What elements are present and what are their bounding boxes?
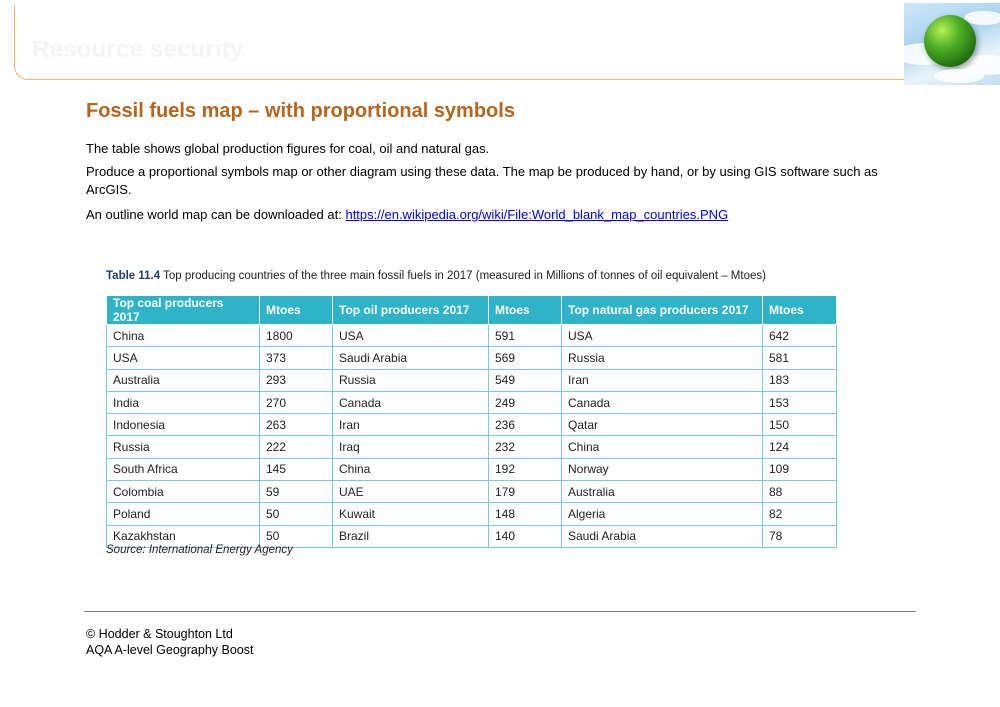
table-cell: Iran bbox=[332, 413, 489, 437]
table-cell: Saudi Arabia bbox=[332, 346, 489, 370]
table-row: Russia 222 Iraq 232 China 124 bbox=[106, 435, 837, 459]
table-row: USA 373 Saudi Arabia 569 Russia 581 bbox=[106, 346, 837, 370]
table-cell: Kuwait bbox=[332, 502, 489, 526]
table-row: India 270 Canada 249 Canada 153 bbox=[106, 390, 837, 415]
table-cell: 78 bbox=[762, 524, 837, 548]
table-cell: 148 bbox=[488, 502, 562, 526]
table-cell: 1800 bbox=[259, 323, 333, 348]
table-cell: 549 bbox=[488, 368, 562, 392]
table-cell: 192 bbox=[488, 457, 562, 482]
table-caption-label: Table 11.4 bbox=[106, 270, 161, 282]
table-cell: China bbox=[332, 457, 489, 482]
table-cell: 236 bbox=[488, 413, 562, 437]
header-oil-mtoes: Mtoes bbox=[488, 295, 562, 325]
table-cell: 59 bbox=[259, 480, 333, 504]
table-cell: Iraq bbox=[332, 435, 489, 459]
table-cell: Australia bbox=[106, 368, 260, 392]
table-cell: Norway bbox=[561, 457, 763, 482]
table-cell: Brazil bbox=[332, 524, 489, 548]
table-cell: Russia bbox=[561, 346, 763, 370]
world-map-link[interactable]: https://en.wikipedia.org/wiki/File:World… bbox=[345, 207, 729, 222]
table-cell: Algeria bbox=[561, 502, 763, 526]
table-cell: Australia bbox=[561, 480, 763, 504]
table-cell: 581 bbox=[762, 346, 837, 370]
table-cell: 50 bbox=[259, 502, 333, 526]
table-cell: UAE bbox=[332, 480, 489, 504]
header-oil-producers: Top oil producers 2017 bbox=[332, 295, 489, 325]
table-cell: China bbox=[561, 435, 763, 459]
table-cell: USA bbox=[561, 323, 763, 348]
table-cell: 82 bbox=[762, 502, 837, 526]
table-cell: Qatar bbox=[561, 413, 763, 437]
header-coal-producers: Top coal producers 2017 bbox=[106, 295, 260, 325]
header-gas-mtoes: Mtoes bbox=[762, 295, 837, 325]
table-source: Source: International Energy Agency bbox=[106, 544, 293, 556]
table-cell: 591 bbox=[488, 323, 562, 348]
footer-divider bbox=[84, 611, 916, 612]
table-row: South Africa 145 China 192 Norway 109 bbox=[106, 457, 837, 482]
table-cell: USA bbox=[332, 323, 489, 348]
table-row: China 1800 USA 591 USA 642 bbox=[106, 323, 837, 348]
header-frame bbox=[14, 5, 914, 80]
table-cell: 183 bbox=[762, 368, 837, 392]
footer-copyright: © Hodder & Stoughton Ltd bbox=[86, 627, 233, 641]
table-row: Colombia 59 UAE 179 Australia 88 bbox=[106, 480, 837, 504]
fossil-fuel-table: Top coal producers 2017 Mtoes Top oil pr… bbox=[106, 295, 837, 548]
table-cell: 153 bbox=[762, 390, 837, 415]
table-row: Kazakhstan 50 Brazil 140 Saudi Arabia 78 bbox=[106, 524, 837, 548]
table-caption: Table 11.4 Top producing countries of th… bbox=[106, 270, 766, 282]
table-cell: Iran bbox=[561, 368, 763, 392]
table-cell: 145 bbox=[259, 457, 333, 482]
header-gas-producers: Top natural gas producers 2017 bbox=[561, 295, 763, 325]
table-cell: 109 bbox=[762, 457, 837, 482]
table-cell: 270 bbox=[259, 390, 333, 415]
table-cell: Canada bbox=[561, 390, 763, 415]
table-cell: Russia bbox=[332, 368, 489, 392]
table-cell: USA bbox=[106, 346, 260, 370]
table-body: China 1800 USA 591 USA 642 USA 373 Saudi Arabia 5… bbox=[106, 323, 837, 548]
table-cell: 569 bbox=[488, 346, 562, 370]
table-cell: 150 bbox=[762, 413, 837, 437]
table-cell: Kazakhstan bbox=[106, 524, 260, 548]
section-title: Fossil fuels map – with proportional sym… bbox=[86, 100, 515, 122]
instructions-paragraph: Produce a proportional symbols map or ot… bbox=[86, 164, 878, 197]
table-cell: Saudi Arabia bbox=[561, 524, 763, 548]
table-cell: Colombia bbox=[106, 480, 260, 504]
table-cell: 232 bbox=[488, 435, 562, 459]
table-header-row: Top coal producers 2017 Mtoes Top oil pr… bbox=[106, 295, 837, 325]
table-caption-text: Top producing countries of the three mai… bbox=[163, 270, 766, 282]
table-cell: 179 bbox=[488, 480, 562, 504]
footer-publication: AQA A-level Geography Boost bbox=[86, 643, 254, 657]
table-cell: 88 bbox=[762, 480, 837, 504]
header-title: Resource security bbox=[32, 36, 244, 63]
table-cell: 124 bbox=[762, 435, 837, 459]
table-cell: China bbox=[106, 323, 260, 348]
table-cell: 373 bbox=[259, 346, 333, 370]
table-cell: Indonesia bbox=[106, 413, 260, 437]
table-cell: 222 bbox=[259, 435, 333, 459]
download-paragraph: An outline world map can be downloaded a… bbox=[86, 206, 728, 224]
table-cell: 642 bbox=[762, 323, 837, 348]
table-cell: Poland bbox=[106, 502, 260, 526]
header-coal-mtoes: Mtoes bbox=[259, 295, 333, 325]
table-cell: Russia bbox=[106, 435, 260, 459]
globe-icon bbox=[904, 3, 1000, 85]
table-row: Australia 293 Russia 549 Iran 183 bbox=[106, 368, 837, 392]
table-cell: 263 bbox=[259, 413, 333, 437]
intro-paragraph: The table shows global production figure… bbox=[86, 141, 490, 156]
table-cell: Canada bbox=[332, 390, 489, 415]
table-cell: 249 bbox=[488, 390, 562, 415]
table-row: Indonesia 263 Iran 236 Qatar 150 bbox=[106, 413, 837, 437]
download-prefix: An outline world map can be downloaded a… bbox=[86, 207, 342, 222]
table-cell: India bbox=[106, 390, 260, 415]
table-cell: South Africa bbox=[106, 457, 260, 482]
table-cell: 50 bbox=[259, 524, 333, 548]
table-cell: 140 bbox=[488, 524, 562, 548]
table-row: Poland 50 Kuwait 148 Algeria 82 bbox=[106, 502, 837, 526]
table-cell: 293 bbox=[259, 368, 333, 392]
